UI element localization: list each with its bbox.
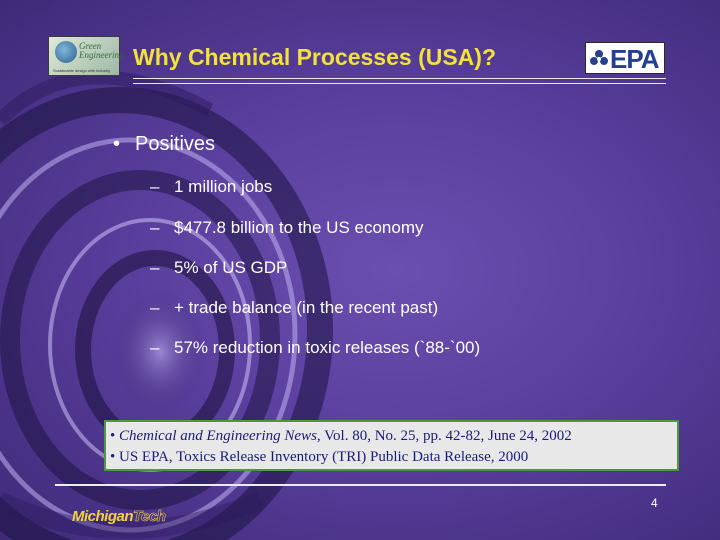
reference-1: • Chemical and Engineering News, Vol. 80… [110,428,572,444]
journal-title: Chemical and Engineering News [119,428,317,444]
bullet-marker: • [113,133,121,155]
title-rule-top [133,78,666,79]
sub-item-text: + trade balance (in the recent past) [174,298,439,317]
epa-logo: EPA [585,42,665,74]
dash-marker: – [150,218,160,237]
epa-wordmark: EPA [610,44,660,74]
globe-icon [55,41,77,63]
dash-marker: – [150,258,160,277]
sub-item-text: 57% reduction in toxic releases (`88-`00… [174,338,481,357]
bullet-label: Positives [135,133,216,155]
dash-marker: – [150,338,160,357]
sub-item: – $477.8 billion to the US economy [150,218,424,238]
title-rule-bottom [133,83,666,84]
green-engineering-logo: Green Engineering Sustainable design wit… [48,36,124,76]
michigan-tech-logo: MichiganTech [72,508,166,526]
sub-item-text: 5% of US GDP [174,258,288,277]
sub-item: –5% of US GDP [150,258,287,278]
sub-item-text: 1 million jobs [174,177,273,196]
dash-marker: – [150,177,160,196]
sub-item: –1 million jobs [150,177,272,197]
footer-rule [55,484,666,486]
slide-title: Why Chemical Processes (USA)? [133,44,497,70]
sub-item: – + trade balance (in the recent past) [150,298,438,318]
bullet-positives: • Positives [113,133,215,156]
reference-2: • US EPA, Toxics Release Inventory (TRI)… [110,449,529,465]
green-engineering-tagline: Sustainable design with industry [53,68,111,73]
sub-item: –57% reduction in toxic releases (`88-`0… [150,338,480,358]
epa-flower-icon [590,50,608,65]
sub-item-text: $477.8 billion to the US economy [174,218,424,237]
page-number: 4 [651,496,658,510]
references-box: • Chemical and Engineering News, Vol. 80… [104,420,679,471]
dash-marker: – [150,298,160,317]
green-engineering-wordmark: Green Engineering [79,41,124,60]
